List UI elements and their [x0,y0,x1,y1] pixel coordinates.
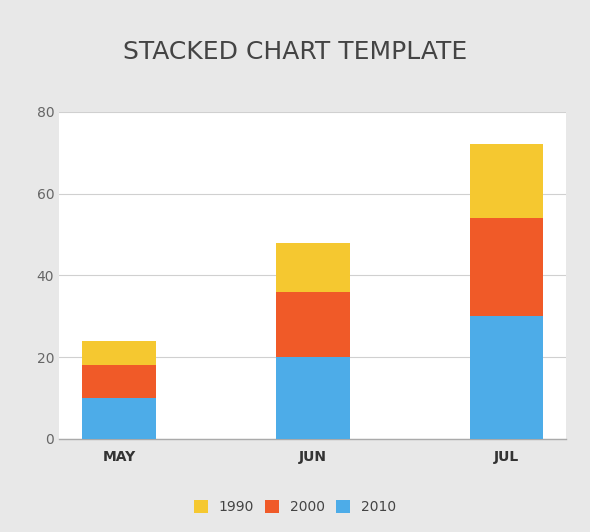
Bar [470,316,543,439]
Bar [276,292,349,357]
Legend: 1990, 2000, 2010: 1990, 2000, 2010 [188,495,402,520]
Bar [82,398,156,439]
Bar [470,218,543,316]
Bar [276,357,349,439]
Text: STACKED CHART TEMPLATE: STACKED CHART TEMPLATE [123,40,467,64]
Bar [276,243,349,292]
Bar [470,144,543,218]
Bar [82,365,156,398]
Bar [82,340,156,365]
